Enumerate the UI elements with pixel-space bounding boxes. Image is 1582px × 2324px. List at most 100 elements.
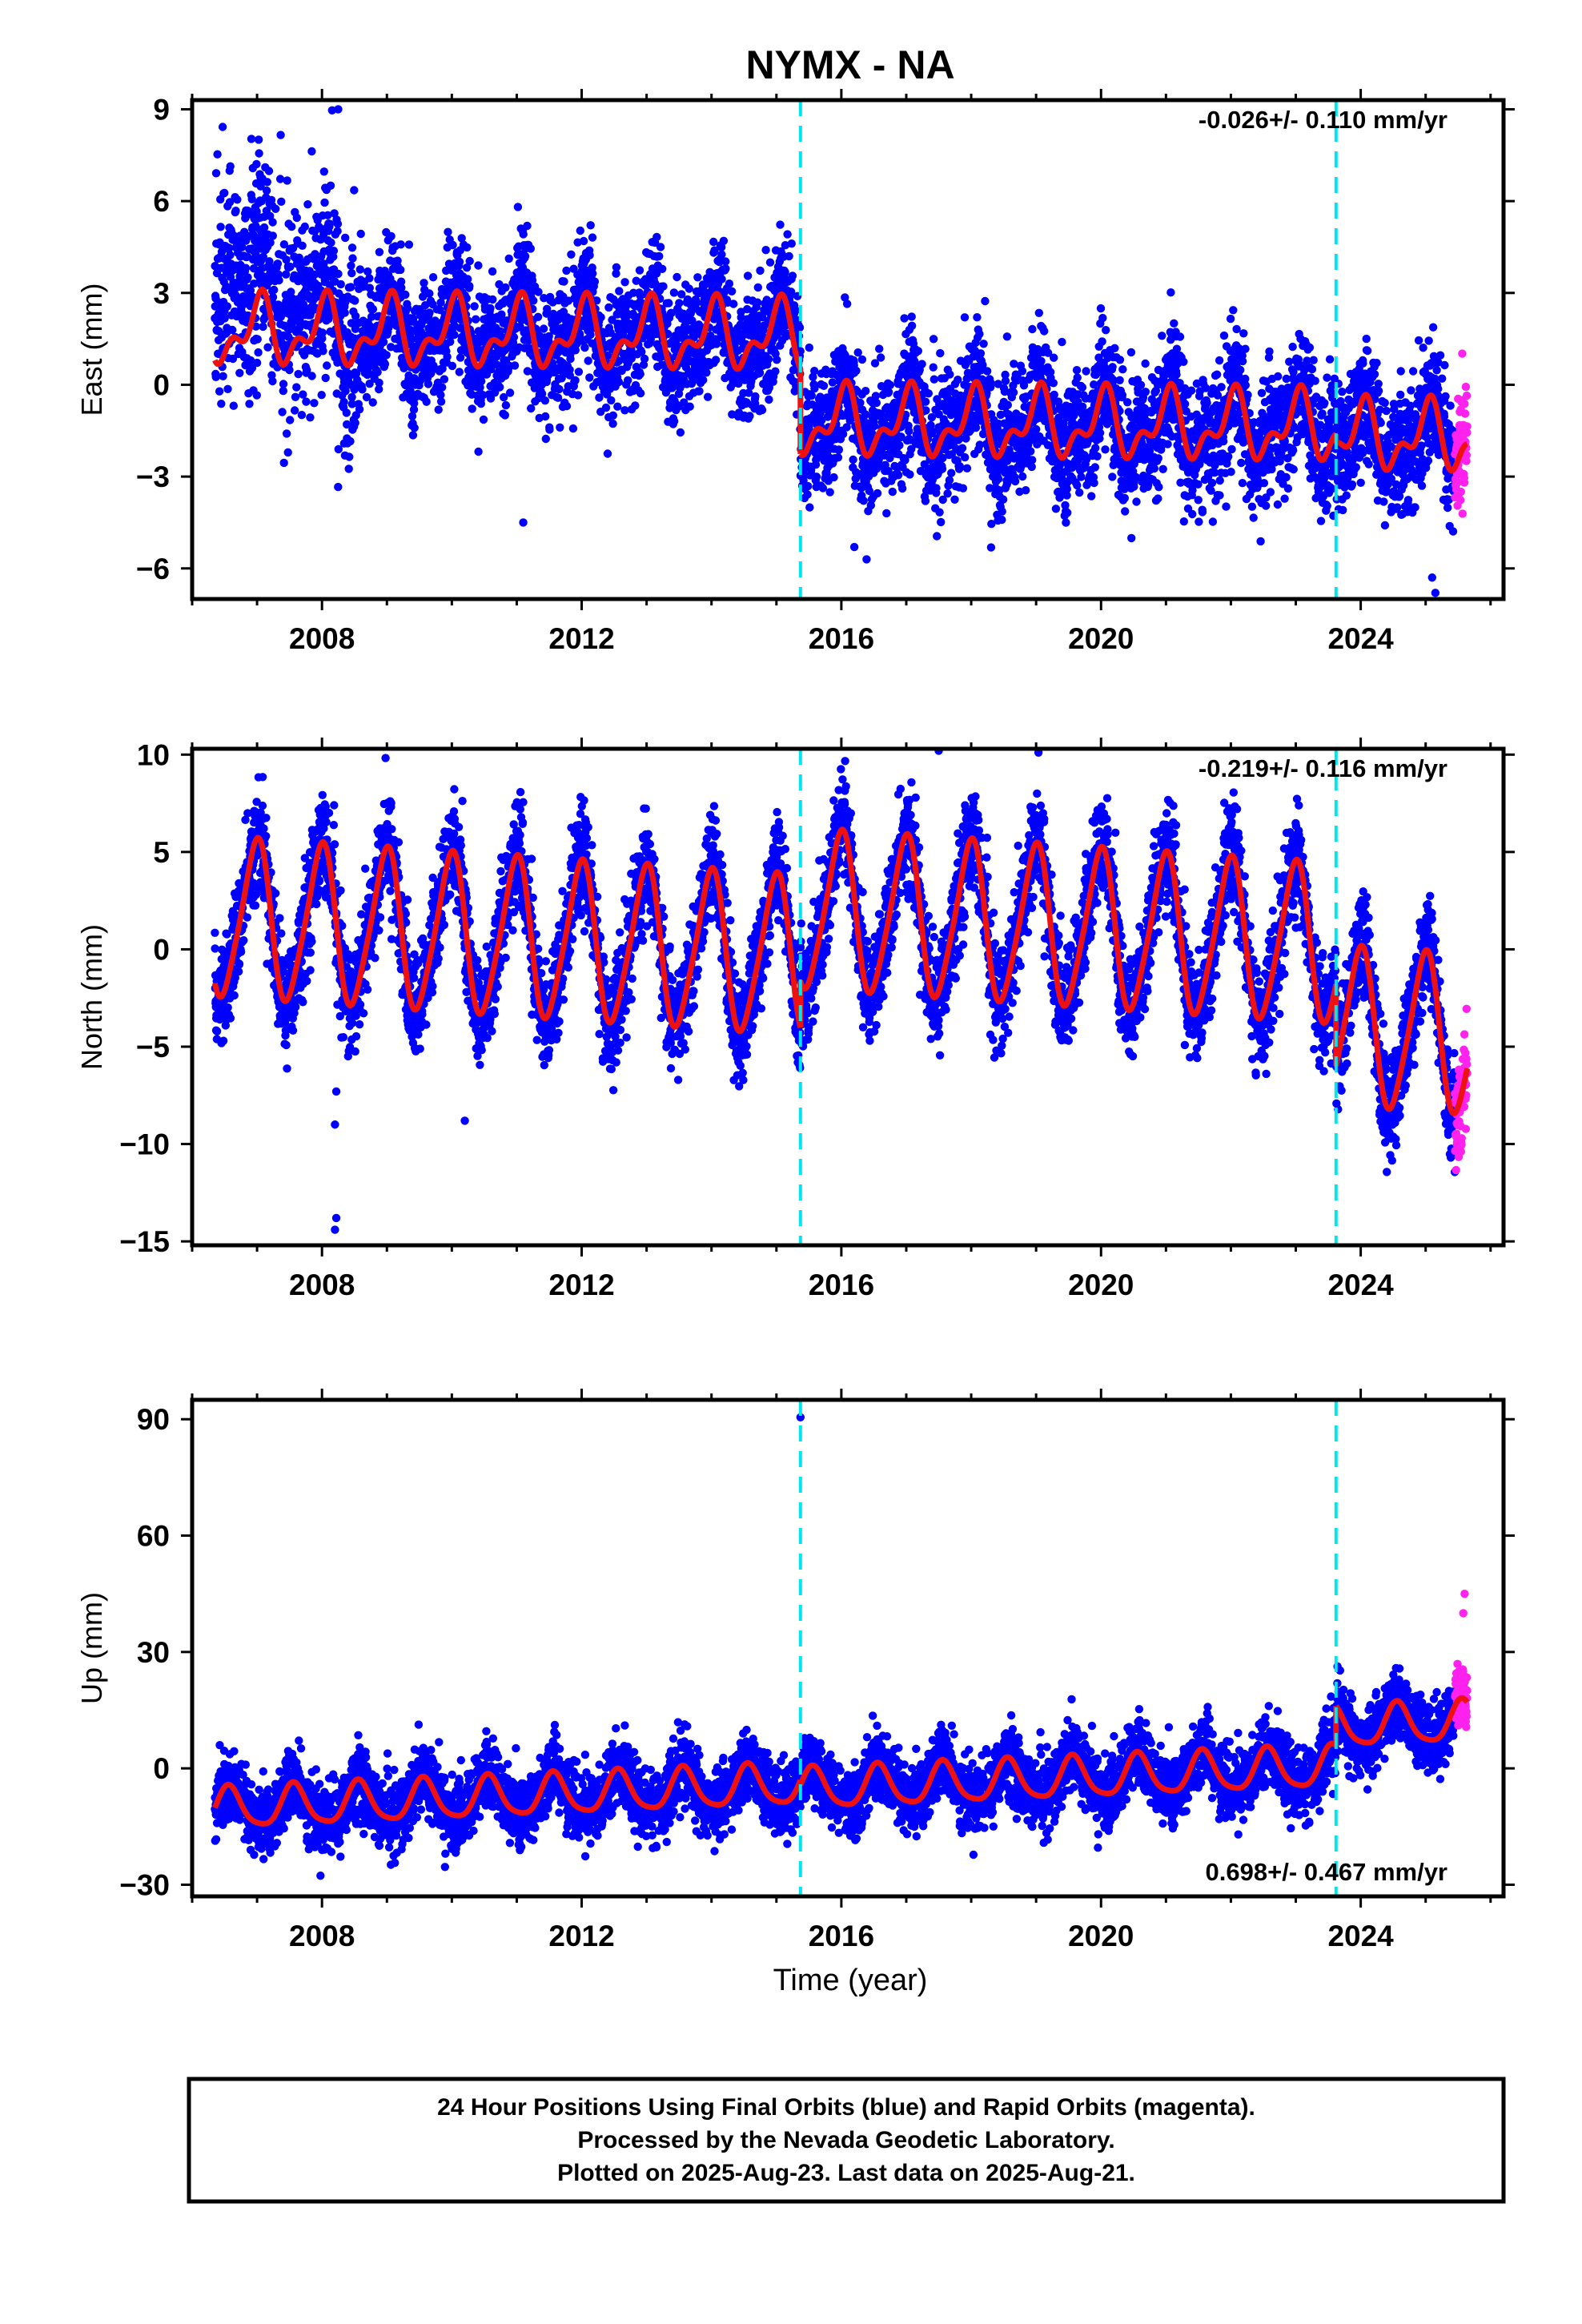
final-point: [387, 231, 396, 241]
final-point: [220, 188, 229, 198]
final-point: [950, 495, 959, 504]
final-point: [339, 397, 348, 407]
final-point: [933, 532, 942, 541]
final-point: [1154, 454, 1163, 463]
final-point: [428, 273, 438, 282]
final-point: [585, 251, 594, 259]
final-point: [275, 275, 283, 285]
final-point: [545, 425, 554, 434]
final-point: [665, 299, 673, 308]
final-point: [695, 387, 704, 396]
final-point: [1026, 447, 1035, 456]
final-point: [495, 279, 504, 289]
final-point: [1095, 428, 1105, 437]
final-point: [955, 462, 965, 471]
final-point: [319, 347, 327, 356]
final-point: [1022, 486, 1030, 495]
final-point: [211, 372, 220, 381]
final-point: [438, 383, 447, 392]
final-point: [1158, 464, 1167, 473]
final-point: [363, 267, 372, 276]
final-point: [929, 363, 938, 372]
final-point: [876, 353, 885, 362]
final-point: [729, 300, 738, 308]
final-point: [450, 330, 459, 340]
final-point: [347, 392, 356, 402]
final-point: [479, 415, 488, 424]
final-point: [1123, 398, 1132, 407]
final-point: [961, 452, 970, 462]
final-point: [442, 266, 451, 275]
final-point: [982, 367, 992, 376]
final-point: [217, 400, 226, 408]
final-point: [348, 254, 357, 263]
final-point: [247, 364, 257, 372]
final-point: [465, 256, 474, 266]
final-point: [351, 312, 360, 320]
final-point: [1150, 464, 1159, 473]
final-point: [306, 413, 315, 422]
final-point: [223, 302, 231, 311]
final-point: [220, 314, 229, 323]
final-point: [534, 287, 543, 296]
final-point: [247, 135, 256, 143]
final-point: [409, 405, 419, 414]
final-point: [456, 353, 465, 362]
final-point: [998, 515, 1006, 525]
final-point: [580, 343, 589, 352]
final-point: [282, 255, 291, 264]
final-point: [294, 369, 303, 379]
final-point: [286, 262, 295, 271]
final-point: [1040, 327, 1049, 336]
final-point: [327, 106, 336, 115]
final-point: [334, 482, 343, 492]
final-point: [486, 304, 495, 313]
final-point: [246, 286, 255, 295]
final-point: [761, 246, 770, 255]
final-point: [986, 378, 995, 388]
final-point: [676, 428, 685, 437]
final-point: [897, 484, 907, 493]
final-point: [271, 204, 280, 213]
final-point: [913, 347, 923, 356]
final-point: [1073, 373, 1082, 382]
final-point: [929, 335, 938, 344]
final-point: [624, 376, 632, 385]
final-point: [320, 198, 329, 207]
final-point: [1032, 424, 1041, 434]
final-point: [829, 472, 838, 482]
final-point: [375, 378, 383, 388]
final-point: [1141, 388, 1150, 396]
final-point: [448, 240, 457, 250]
final-point: [1073, 480, 1082, 490]
final-point: [938, 464, 947, 473]
final-point: [252, 391, 261, 400]
final-point: [656, 243, 665, 251]
final-point: [262, 186, 271, 195]
final-point: [640, 354, 649, 364]
final-point: [382, 351, 391, 360]
final-point: [1009, 388, 1018, 397]
final-point: [717, 275, 726, 283]
final-point: [347, 261, 355, 270]
final-point: [254, 135, 263, 144]
final-point: [321, 373, 330, 383]
final-point: [842, 300, 852, 308]
final-point: [287, 287, 295, 296]
final-point: [238, 243, 247, 251]
final-point: [765, 395, 773, 404]
final-point: [539, 324, 548, 333]
final-point: [998, 495, 1008, 504]
final-point: [347, 268, 356, 278]
final-point: [472, 315, 480, 324]
final-point: [973, 313, 982, 322]
final-point: [373, 368, 382, 376]
final-point: [932, 484, 941, 493]
final-point: [888, 487, 897, 497]
final-point: [291, 392, 300, 401]
final-point: [270, 285, 279, 295]
final-point: [1101, 445, 1110, 454]
final-point: [1115, 356, 1125, 364]
final-point: [273, 259, 283, 268]
final-point: [608, 419, 617, 428]
